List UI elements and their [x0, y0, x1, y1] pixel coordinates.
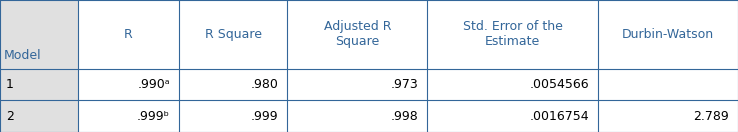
Text: Model: Model — [4, 49, 41, 62]
Text: .999ᵇ: .999ᵇ — [137, 110, 170, 123]
Bar — [0, 100, 77, 132]
Text: .980: .980 — [251, 78, 278, 91]
Text: 1: 1 — [6, 78, 14, 91]
Text: R: R — [124, 28, 133, 41]
Text: 2: 2 — [6, 110, 14, 123]
Text: Std. Error of the
Estimate: Std. Error of the Estimate — [463, 20, 562, 48]
Bar — [0, 69, 77, 100]
Text: .0016754: .0016754 — [530, 110, 590, 123]
Bar — [0, 0, 77, 69]
Text: Adjusted R
Square: Adjusted R Square — [323, 20, 391, 48]
Text: .973: .973 — [390, 78, 418, 91]
Text: Durbin-Watson: Durbin-Watson — [622, 28, 714, 41]
Text: .999: .999 — [251, 110, 278, 123]
Text: R Square: R Square — [204, 28, 261, 41]
Text: .990ᵃ: .990ᵃ — [137, 78, 170, 91]
Text: 2.789: 2.789 — [694, 110, 729, 123]
Text: .998: .998 — [390, 110, 418, 123]
Text: .0054566: .0054566 — [530, 78, 590, 91]
